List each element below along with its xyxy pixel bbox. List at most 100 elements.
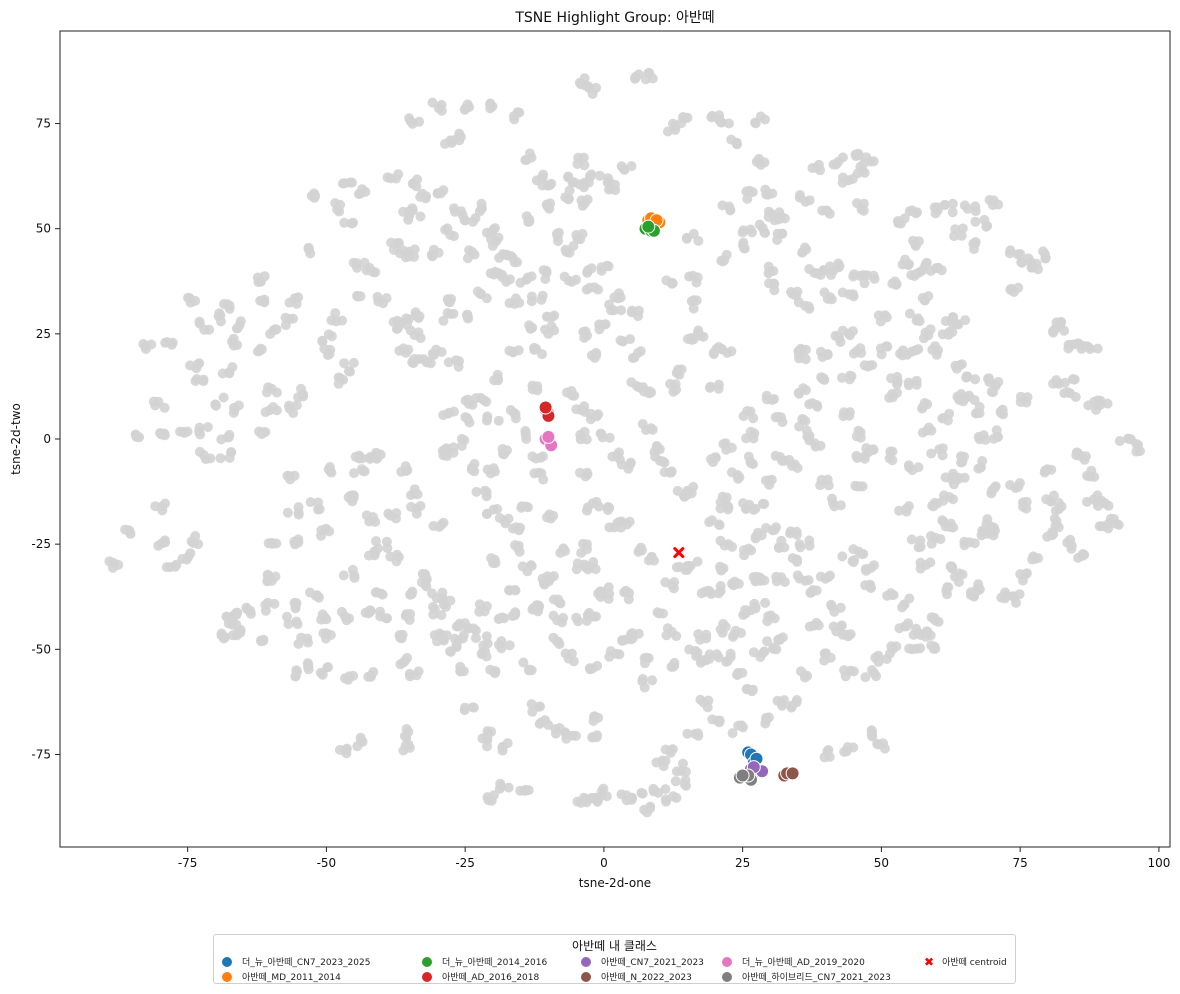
background-point xyxy=(298,391,309,402)
background-point xyxy=(599,319,610,330)
background-point xyxy=(548,510,559,521)
background-point xyxy=(890,276,900,287)
background-point xyxy=(343,492,354,503)
background-point xyxy=(745,456,756,467)
background-point xyxy=(399,731,410,741)
background-point xyxy=(520,430,531,441)
background-point xyxy=(676,364,687,375)
background-point xyxy=(772,235,783,245)
background-point xyxy=(794,539,805,550)
background-point xyxy=(926,425,937,436)
background-point xyxy=(421,191,432,202)
background-point xyxy=(670,776,681,787)
background-point xyxy=(428,521,439,531)
series-point xyxy=(541,429,556,444)
background-point xyxy=(1004,248,1015,259)
background-point xyxy=(926,640,937,651)
legend-label: 아반떼 centroid xyxy=(942,958,1007,968)
background-point xyxy=(460,395,471,406)
background-point xyxy=(681,232,692,243)
background-point xyxy=(959,536,970,547)
background-point xyxy=(440,138,450,149)
background-point xyxy=(746,545,757,556)
background-point xyxy=(979,214,990,225)
background-point xyxy=(324,526,335,537)
background-point xyxy=(589,352,600,363)
background-point xyxy=(800,196,811,207)
background-point xyxy=(682,485,693,496)
background-point xyxy=(1114,436,1125,446)
background-point xyxy=(479,485,490,496)
background-point xyxy=(840,671,851,682)
background-point xyxy=(497,444,508,454)
background-point xyxy=(760,597,771,608)
background-point xyxy=(442,223,453,234)
background-point xyxy=(288,313,299,324)
background-point xyxy=(467,247,478,257)
background-point xyxy=(973,431,984,442)
background-point xyxy=(461,310,472,321)
background-point xyxy=(973,463,984,474)
background-point xyxy=(760,184,771,195)
background-point xyxy=(291,616,302,627)
background-point xyxy=(819,375,830,385)
background-point xyxy=(1033,553,1044,564)
background-point xyxy=(325,462,335,472)
background-point xyxy=(427,251,438,262)
background-point xyxy=(596,428,607,439)
background-point xyxy=(195,429,206,440)
background-point xyxy=(227,619,238,630)
background-point xyxy=(950,224,961,235)
background-point xyxy=(962,203,973,214)
background-point xyxy=(986,386,997,397)
background-point xyxy=(150,501,161,512)
background-point xyxy=(671,766,682,777)
background-point xyxy=(682,334,693,344)
background-point xyxy=(768,266,779,276)
background-point xyxy=(957,223,968,234)
background-point xyxy=(679,779,690,790)
background-point xyxy=(711,649,722,660)
background-point xyxy=(837,287,848,298)
background-point xyxy=(166,339,177,350)
series-point xyxy=(785,766,800,781)
background-point xyxy=(791,554,802,565)
x-axis-ticks: -75 -50 -25 0 25 50 75 100 xyxy=(178,847,1170,870)
background-point xyxy=(402,248,413,259)
background-point xyxy=(738,610,749,620)
background-point xyxy=(915,563,926,574)
background-point xyxy=(449,231,459,242)
background-point xyxy=(992,432,1003,443)
background-point xyxy=(296,383,306,394)
background-point xyxy=(422,356,433,367)
background-point xyxy=(456,206,467,217)
background-point xyxy=(826,270,836,280)
background-point xyxy=(404,206,415,217)
background-point xyxy=(499,516,510,527)
background-point xyxy=(1048,378,1059,389)
background-point xyxy=(571,730,581,741)
background-point xyxy=(947,198,958,209)
background-point xyxy=(525,323,536,334)
legend-swatch xyxy=(581,956,591,967)
background-point xyxy=(372,453,383,464)
background-point xyxy=(591,611,601,622)
background-point xyxy=(827,493,837,504)
background-points-layer xyxy=(104,67,1145,818)
y-tick-label: 25 xyxy=(36,327,51,341)
background-point xyxy=(674,561,685,572)
background-point xyxy=(732,669,743,680)
background-point xyxy=(339,358,350,369)
background-point xyxy=(945,561,956,572)
background-point xyxy=(323,662,333,673)
background-point xyxy=(779,577,790,587)
background-point xyxy=(415,211,426,222)
background-point xyxy=(403,214,414,225)
background-point xyxy=(293,507,304,518)
background-point xyxy=(844,407,855,418)
background-point xyxy=(458,630,469,641)
background-point xyxy=(899,213,910,224)
background-point xyxy=(738,411,749,422)
background-point xyxy=(343,366,354,377)
background-point xyxy=(868,270,879,281)
